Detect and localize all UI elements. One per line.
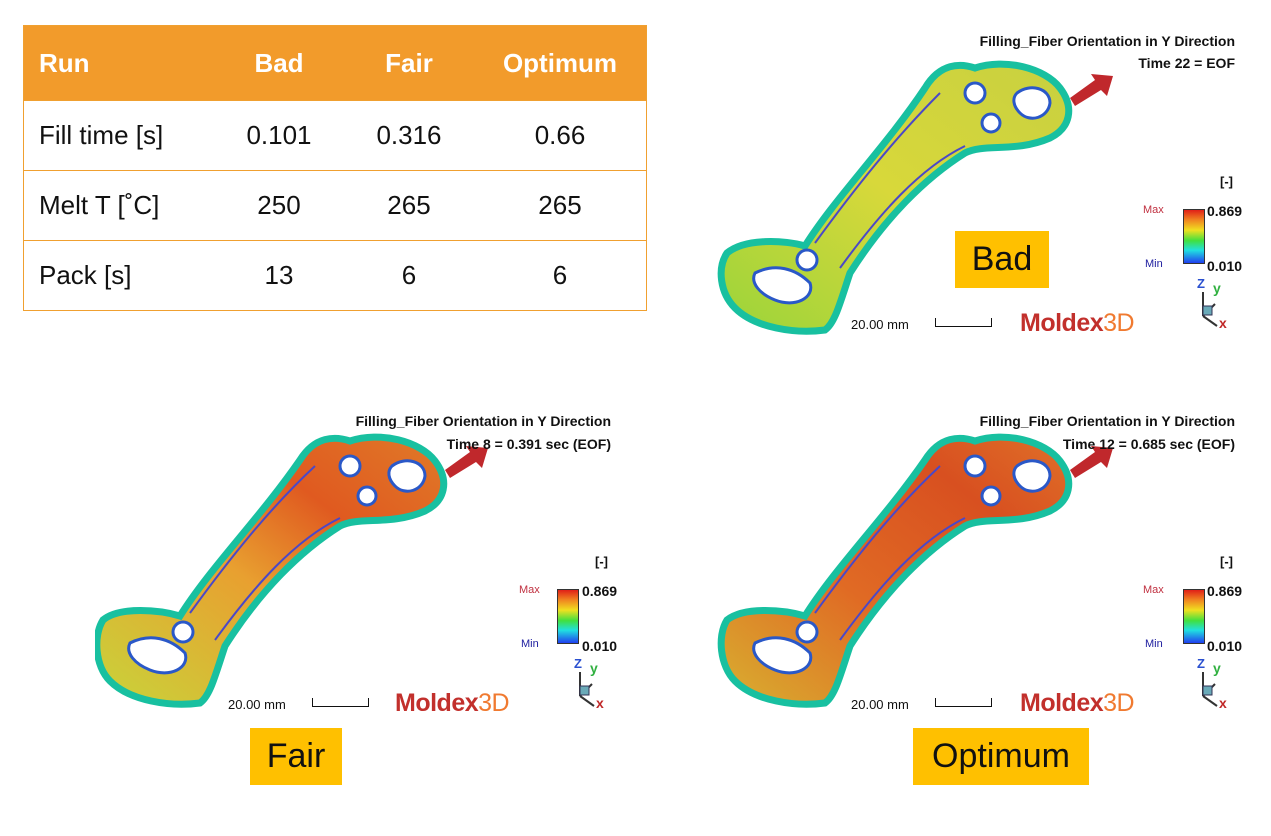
- result-title: Filling_Fiber Orientation in Y Direction: [355, 413, 611, 429]
- legend-unit: [-]: [595, 554, 608, 569]
- table-cell: 250: [214, 170, 344, 241]
- svg-text:x: x: [596, 695, 604, 711]
- scale-bar: [935, 698, 992, 707]
- table-cell: 0.316: [344, 100, 474, 171]
- part-model-bad: [717, 60, 1113, 335]
- table-cell: 6: [474, 240, 647, 311]
- row-label-pack: Pack [s]: [23, 240, 214, 311]
- process-settings-table: Run Bad Fair Optimum Fill time [s] 0.101…: [23, 25, 647, 311]
- moldex3d-logo: Moldex3D: [395, 689, 510, 717]
- legend-min-label: Min: [1145, 258, 1163, 270]
- scale-bar-label: 20.00 mm: [851, 697, 909, 712]
- gate-arrow-icon: [445, 446, 488, 478]
- run-tag-bad: Bad: [955, 231, 1049, 288]
- moldex3d-logo: Moldex3D: [1020, 309, 1135, 337]
- svg-text:y: y: [1213, 280, 1221, 296]
- header-optimum: Optimum: [474, 25, 647, 101]
- moldex3d-logo: Moldex3D: [1020, 689, 1135, 717]
- legend-max-value: 0.869: [582, 583, 618, 599]
- row-label-fill-time: Fill time [s]: [23, 100, 214, 171]
- axis-triad-icon: Z y x: [1197, 656, 1227, 711]
- table-header-row: Run Bad Fair Optimum: [23, 25, 647, 101]
- result-title: Filling_Fiber Orientation in Y Direction: [979, 33, 1235, 49]
- legend-min-value: 0.010: [1207, 638, 1243, 654]
- table-cell: 265: [344, 170, 474, 241]
- legend-max-value: 0.869: [1207, 583, 1243, 599]
- legend-max-label: Max: [1143, 204, 1164, 216]
- header-run: Run: [23, 25, 214, 101]
- part-model-optimum: [717, 433, 1113, 708]
- legend-unit: [-]: [1220, 554, 1233, 569]
- legend-min-label: Min: [1145, 638, 1163, 650]
- gate-arrow-icon: [1070, 446, 1113, 478]
- svg-text:x: x: [1219, 695, 1227, 711]
- table-cell: 0.66: [474, 100, 647, 171]
- part-model-fair: [95, 433, 488, 708]
- scale-bar: [935, 318, 992, 327]
- result-title: Filling_Fiber Orientation in Y Direction: [979, 413, 1235, 429]
- scale-bar-label: 20.00 mm: [228, 697, 286, 712]
- row-label-melt-temp: Melt T [˚C]: [23, 170, 214, 241]
- svg-text:Z: Z: [574, 656, 582, 671]
- color-legend-bar: [1183, 589, 1205, 644]
- simulation-panel-fair: Filling_Fiber Orientation in Y Direction…: [95, 408, 625, 788]
- table-row: Pack [s] 13 6 6: [23, 240, 647, 311]
- table-cell: 13: [214, 240, 344, 311]
- color-legend-bar: [557, 589, 579, 644]
- legend-min-value: 0.010: [1207, 258, 1243, 274]
- legend-max-label: Max: [1143, 584, 1164, 596]
- svg-text:Z: Z: [1197, 276, 1205, 291]
- table-row: Melt T [˚C] 250 265 265: [23, 170, 647, 241]
- simulation-panel-bad: Filling_Fiber Orientation in Y Direction…: [715, 28, 1271, 338]
- svg-text:Z: Z: [1197, 656, 1205, 671]
- table-cell: 265: [474, 170, 647, 241]
- table-cell: 0.101: [214, 100, 344, 171]
- legend-min-value: 0.010: [582, 638, 618, 654]
- gate-arrow-icon: [1070, 74, 1113, 106]
- table-row: Fill time [s] 0.101 0.316 0.66: [23, 100, 647, 171]
- legend-unit: [-]: [1220, 174, 1233, 189]
- scale-bar-label: 20.00 mm: [851, 317, 909, 332]
- result-time: Time 8 = 0.391 sec (EOF): [446, 436, 611, 452]
- axis-triad-icon: Z y x: [1197, 276, 1227, 331]
- scale-bar: [312, 698, 369, 707]
- table-cell: 6: [344, 240, 474, 311]
- legend-max-label: Max: [519, 584, 540, 596]
- svg-text:x: x: [1219, 315, 1227, 331]
- legend-max-value: 0.869: [1207, 203, 1243, 219]
- run-tag-fair: Fair: [250, 728, 342, 785]
- simulation-panel-optimum: Filling_Fiber Orientation in Y Direction…: [715, 408, 1271, 788]
- legend-min-label: Min: [521, 638, 539, 650]
- header-fair: Fair: [344, 25, 474, 101]
- result-time: Time 12 = 0.685 sec (EOF): [1062, 436, 1235, 452]
- color-legend-bar: [1183, 209, 1205, 264]
- svg-text:y: y: [1213, 660, 1221, 676]
- run-tag-optimum: Optimum: [913, 728, 1089, 785]
- header-bad: Bad: [214, 25, 344, 101]
- result-time: Time 22 = EOF: [1138, 55, 1235, 71]
- svg-text:y: y: [590, 660, 598, 676]
- axis-triad-icon: Z y x: [574, 656, 604, 711]
